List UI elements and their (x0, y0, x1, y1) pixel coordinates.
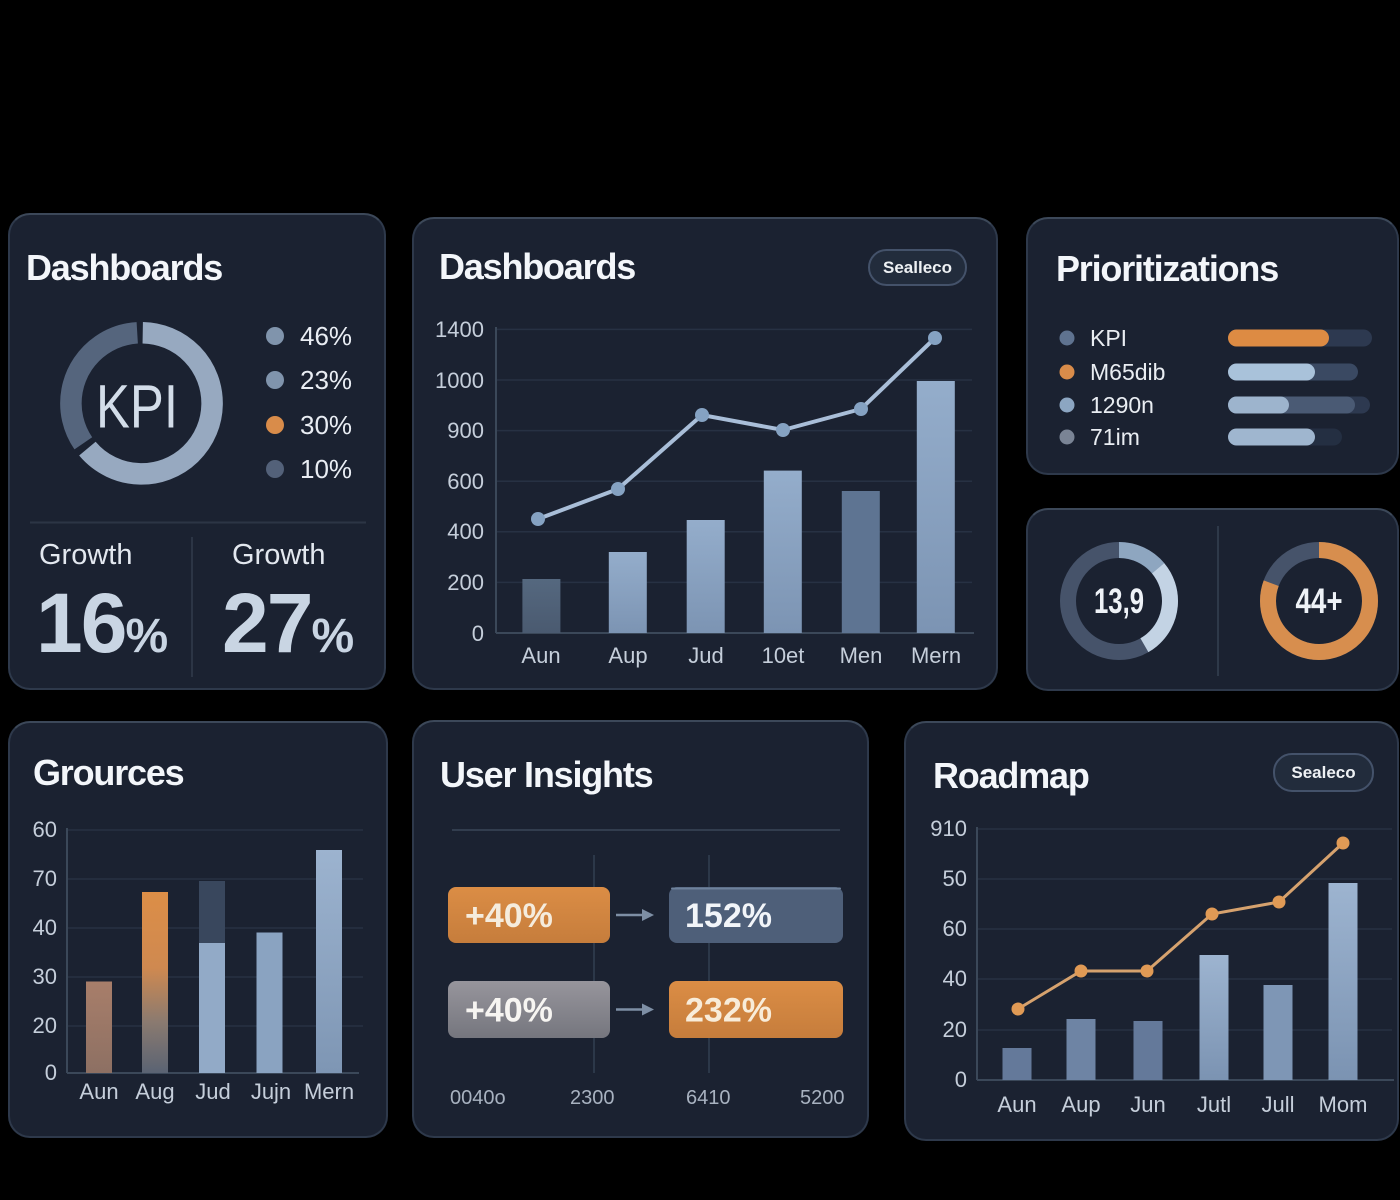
svg-text:KPI: KPI (1090, 325, 1127, 351)
svg-text:60: 60 (33, 817, 57, 842)
svg-text:232%: 232% (685, 992, 772, 1030)
svg-text:10%: 10% (300, 454, 352, 484)
svg-text:1400: 1400 (435, 317, 484, 342)
svg-text:0: 0 (45, 1060, 57, 1085)
svg-text:Aup: Aup (608, 643, 647, 668)
svg-text:2300: 2300 (570, 1087, 615, 1109)
svg-text:13,9: 13,9 (1094, 582, 1144, 621)
svg-text:40: 40 (33, 915, 57, 940)
svg-text:Jutl: Jutl (1197, 1092, 1231, 1117)
svg-text:600: 600 (447, 469, 484, 494)
svg-text:KPI: KPI (96, 373, 178, 441)
svg-text:152%: 152% (685, 897, 772, 935)
svg-text:71im: 71im (1090, 424, 1140, 450)
svg-text:30: 30 (33, 964, 57, 989)
svg-text:46%: 46% (300, 321, 352, 351)
svg-text:44+: 44+ (1296, 582, 1343, 621)
svg-text:Aup: Aup (1061, 1092, 1100, 1117)
svg-text:Jun: Jun (1130, 1092, 1165, 1117)
svg-text:+40%: +40% (465, 992, 553, 1030)
svg-text:Jud: Jud (195, 1079, 230, 1104)
svg-text:Aun: Aun (521, 643, 560, 668)
svg-text:Mom: Mom (1319, 1092, 1368, 1117)
svg-text:60: 60 (943, 916, 967, 941)
svg-text:0040o: 0040o (450, 1087, 506, 1109)
svg-text:40: 40 (943, 966, 967, 991)
svg-text:0: 0 (955, 1067, 967, 1092)
svg-text:Aun: Aun (79, 1079, 118, 1104)
svg-text:20: 20 (33, 1013, 57, 1038)
svg-text:1290n: 1290n (1090, 392, 1154, 418)
svg-text:+40%: +40% (465, 897, 553, 935)
svg-text:Mern: Mern (304, 1079, 354, 1104)
svg-text:10et: 10et (762, 643, 805, 668)
svg-text:910: 910 (930, 816, 967, 841)
svg-text:Jujn: Jujn (251, 1079, 291, 1104)
svg-text:Aug: Aug (135, 1079, 174, 1104)
svg-text:30%: 30% (300, 410, 352, 440)
svg-text:50: 50 (943, 866, 967, 891)
svg-text:M65dib: M65dib (1090, 359, 1165, 385)
svg-text:Jud: Jud (688, 643, 723, 668)
svg-text:23%: 23% (300, 365, 352, 395)
svg-text:Jull: Jull (1261, 1092, 1294, 1117)
svg-text:1000: 1000 (435, 368, 484, 393)
svg-text:200: 200 (447, 570, 484, 595)
svg-text:Aun: Aun (997, 1092, 1036, 1117)
svg-text:900: 900 (447, 418, 484, 443)
svg-text:400: 400 (447, 519, 484, 544)
svg-text:70: 70 (33, 866, 57, 891)
svg-text:5200: 5200 (800, 1087, 845, 1109)
svg-text:Men: Men (840, 643, 883, 668)
svg-text:Mern: Mern (911, 643, 961, 668)
svg-text:0: 0 (472, 621, 484, 646)
svg-text:6410: 6410 (686, 1087, 731, 1109)
svg-text:20: 20 (943, 1017, 967, 1042)
